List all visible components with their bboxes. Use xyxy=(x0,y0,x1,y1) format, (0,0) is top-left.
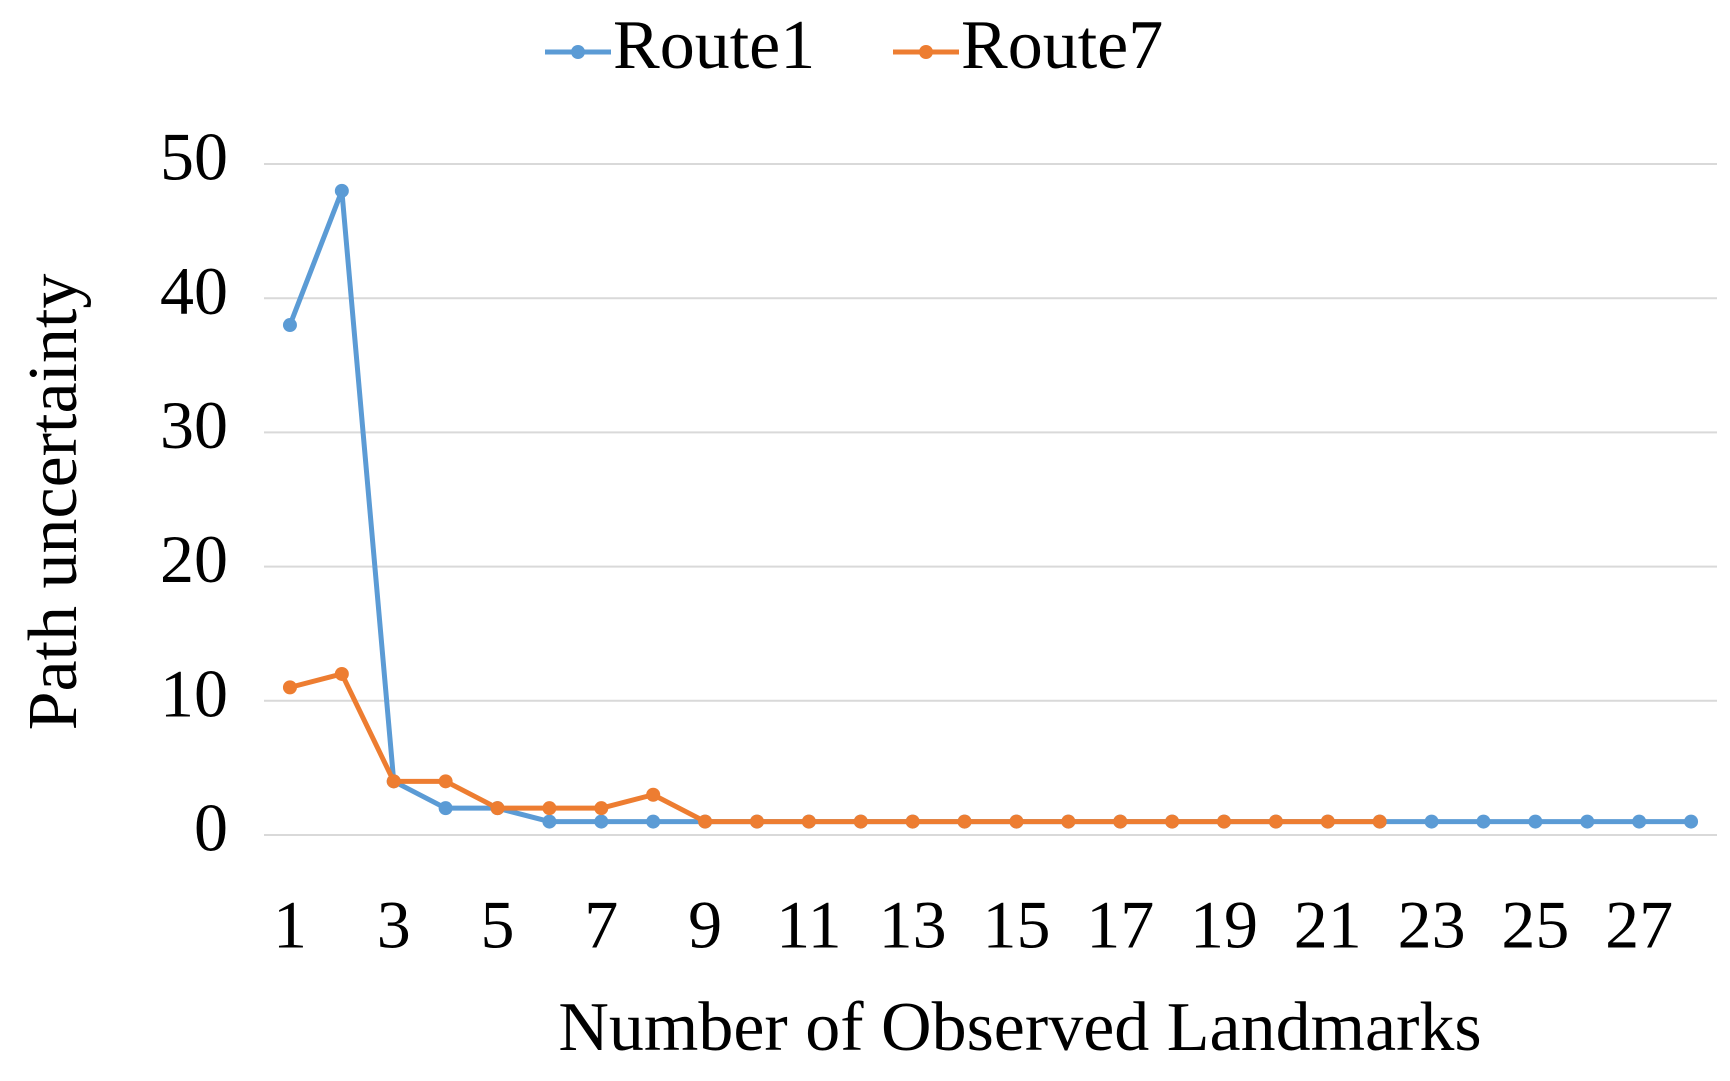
data-point xyxy=(801,814,816,829)
data-point xyxy=(438,774,453,789)
data-point xyxy=(646,814,661,829)
x-tick-label: 3 xyxy=(377,887,411,963)
data-point xyxy=(1528,814,1543,829)
x-tick-label: 7 xyxy=(584,887,618,963)
legend-label: Route7 xyxy=(961,7,1163,84)
data-point xyxy=(1580,814,1595,829)
data-point xyxy=(853,814,868,829)
y-axis-title: Path uncertainty xyxy=(15,274,92,731)
data-point xyxy=(1476,814,1491,829)
x-tick-label: 5 xyxy=(481,887,515,963)
x-tick-label: 1 xyxy=(273,887,307,963)
data-point xyxy=(1684,814,1699,829)
y-tick-label: 0 xyxy=(194,790,228,866)
series-line xyxy=(289,671,1380,825)
data-point xyxy=(1009,814,1024,829)
x-tick-label: 17 xyxy=(1086,887,1154,963)
legend-marker xyxy=(919,45,933,59)
data-point xyxy=(490,801,505,816)
y-tick-label: 10 xyxy=(160,655,228,731)
x-axis-title: Number of Observed Landmarks xyxy=(558,989,1481,1066)
x-tick-label: 9 xyxy=(688,887,722,963)
data-point xyxy=(542,814,557,829)
data-point xyxy=(1061,814,1076,829)
data-point xyxy=(957,814,972,829)
data-point xyxy=(1424,814,1439,829)
data-point xyxy=(1217,814,1232,829)
data-point xyxy=(594,814,609,829)
x-tick-label: 13 xyxy=(879,887,947,963)
x-tick-label: 15 xyxy=(982,887,1050,963)
y-tick-label: 50 xyxy=(160,119,228,195)
data-point xyxy=(698,814,713,829)
data-point xyxy=(1320,814,1335,829)
data-point xyxy=(334,666,349,681)
data-point xyxy=(438,801,453,816)
x-tick-label: 25 xyxy=(1501,887,1569,963)
series-line xyxy=(287,188,1692,825)
x-tick-label: 19 xyxy=(1190,887,1258,963)
data-point xyxy=(282,318,297,333)
legend-marker xyxy=(571,45,585,59)
x-tick-label: 23 xyxy=(1398,887,1466,963)
data-point xyxy=(1372,814,1387,829)
data-point xyxy=(1268,814,1283,829)
data-point xyxy=(334,183,349,198)
data-point xyxy=(594,801,609,816)
x-tick-label: 27 xyxy=(1605,887,1673,963)
y-tick-label: 30 xyxy=(160,387,228,463)
data-point xyxy=(646,787,661,802)
data-point xyxy=(542,801,557,816)
data-point xyxy=(1113,814,1128,829)
y-tick-label: 20 xyxy=(160,521,228,597)
y-tick-label: 40 xyxy=(160,253,228,329)
data-point xyxy=(386,774,401,789)
x-tick-label: 11 xyxy=(776,887,841,963)
data-point xyxy=(1632,814,1647,829)
legend-label: Route1 xyxy=(613,7,815,84)
data-point xyxy=(749,814,764,829)
data-point xyxy=(282,680,297,695)
x-tick-label: 21 xyxy=(1294,887,1362,963)
data-point xyxy=(1165,814,1180,829)
data-point xyxy=(905,814,920,829)
